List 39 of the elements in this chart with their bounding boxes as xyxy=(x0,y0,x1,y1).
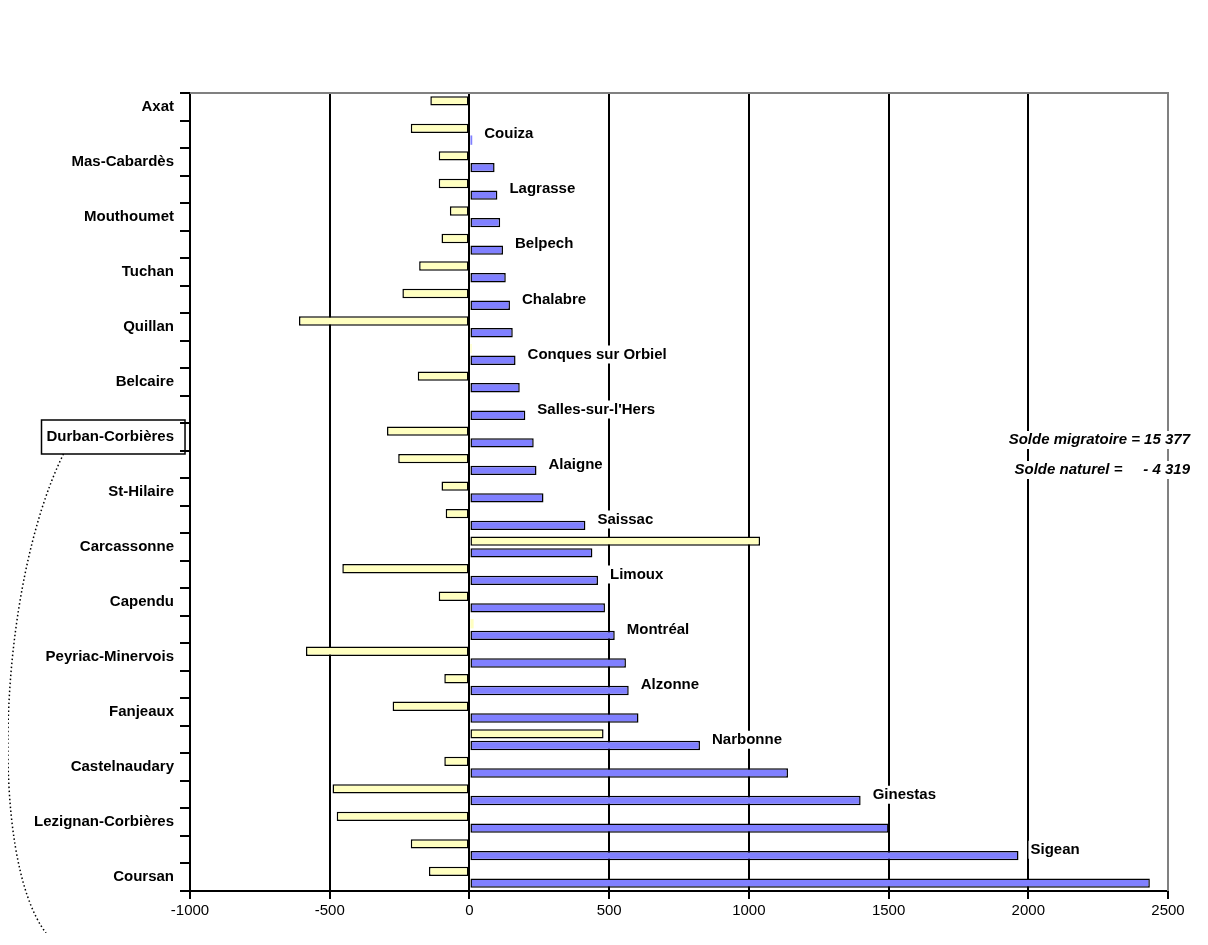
x-tick-label: 500 xyxy=(596,901,622,919)
x-tick-label: 1000 xyxy=(732,901,766,919)
y-tick-label: Lezignan-Corbières xyxy=(33,812,175,830)
y-tick-label: Fanjeaux xyxy=(108,702,175,720)
y-tick-label: Ginestas xyxy=(872,784,937,802)
x-tick-label: 2000 xyxy=(1011,901,1045,919)
x-tick-label: 1500 xyxy=(871,901,906,919)
y-tick-label: Quillan xyxy=(123,317,175,335)
y-tick-label: Chalabre xyxy=(521,289,587,307)
y-tick-label: Saissac xyxy=(597,509,654,527)
y-tick-label: Tuchan xyxy=(121,262,175,279)
x-tick-label: 2500 xyxy=(1151,901,1185,919)
y-tick-label: Alzonne xyxy=(640,674,700,692)
y-tick-label: Carcassonne xyxy=(79,537,175,555)
y-tick-label: Belpech xyxy=(514,234,574,252)
y-tick-label: Couiza xyxy=(484,124,535,142)
y-tick-label: Belcaire xyxy=(115,372,175,390)
y-tick-label: Durban-Corbières xyxy=(46,427,175,445)
y-tick-label: Lagrasse xyxy=(509,179,576,197)
y-tick-label: Conques sur Orbiel xyxy=(527,344,667,362)
y-tick-label: Alaigne xyxy=(548,454,603,472)
y-tick-label: Axat xyxy=(141,96,175,114)
x-tick-label: 0 xyxy=(465,901,474,919)
x-tick-label: -1000 xyxy=(170,901,210,919)
y-tick-label: St-Hilaire xyxy=(108,482,175,500)
y-tick-label: Coursan xyxy=(113,867,175,885)
annotation: Solde migratoire = 15 377 xyxy=(1008,430,1191,448)
y-tick-label: Capendu xyxy=(109,592,175,610)
y-tick-label: Salles-sur-l'Hers xyxy=(537,399,656,417)
y-tick-label: Limoux xyxy=(609,564,664,582)
y-tick-label: Montréal xyxy=(626,619,690,637)
y-tick-label: Peyriac-Minervois xyxy=(45,647,175,665)
x-tick-label: -500 xyxy=(314,901,345,919)
y-tick-label: Castelnaudary xyxy=(70,757,175,775)
y-tick-label: Mouthoumet xyxy=(84,206,175,224)
annotation: Solde naturel = - 4 319 xyxy=(1014,460,1191,478)
y-tick-label: Sigean xyxy=(1030,839,1080,857)
y-tick-label: Mas-Cabardès xyxy=(71,151,175,169)
y-tick-label: Narbonne xyxy=(711,729,782,747)
